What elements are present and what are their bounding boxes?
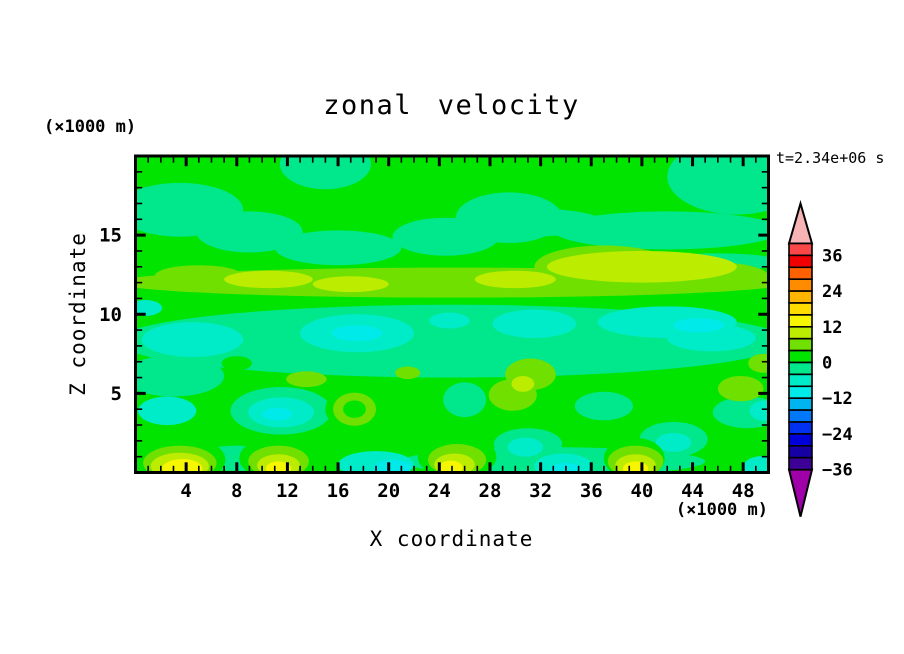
svg-text:12: 12 xyxy=(276,480,299,502)
y-axis-unit-label: (×1000 m) xyxy=(44,117,137,137)
svg-text:0: 0 xyxy=(822,354,832,374)
svg-text:10: 10 xyxy=(99,304,122,326)
svg-text:5: 5 xyxy=(111,383,122,405)
svg-text:15: 15 xyxy=(99,225,122,247)
svg-text:−12: −12 xyxy=(822,389,853,409)
svg-text:48: 48 xyxy=(732,480,755,502)
colorbar-labels: 36 24 12 0 −12 −24 −36 xyxy=(822,246,853,480)
axis-ticks xyxy=(136,157,768,472)
svg-text:32: 32 xyxy=(529,480,552,502)
time-annotation: t=2.34e+06 s xyxy=(776,149,885,167)
svg-text:40: 40 xyxy=(630,480,653,502)
colorbar xyxy=(787,199,814,517)
contour-field xyxy=(135,156,769,473)
svg-text:24: 24 xyxy=(428,480,451,502)
svg-text:36: 36 xyxy=(822,246,842,266)
colorbar-under-arrow xyxy=(787,468,814,517)
x-axis-title: X coordinate xyxy=(369,527,534,551)
plot-frame xyxy=(134,154,770,474)
x-tick-labels: 4 8 12 16 20 24 28 32 36 40 44 48 xyxy=(180,480,754,502)
svg-text:4: 4 xyxy=(180,480,191,502)
svg-text:36: 36 xyxy=(580,480,603,502)
colorbar-over-arrow xyxy=(787,199,814,245)
svg-text:24: 24 xyxy=(822,282,842,302)
svg-text:28: 28 xyxy=(479,480,502,502)
y-tick-labels: 5 10 15 xyxy=(99,225,122,405)
chart-title: zonal velocity xyxy=(323,90,580,121)
svg-text:−24: −24 xyxy=(822,425,853,445)
svg-text:8: 8 xyxy=(231,480,242,502)
svg-text:−36: −36 xyxy=(822,461,853,481)
svg-text:44: 44 xyxy=(681,480,704,502)
svg-text:20: 20 xyxy=(377,480,400,502)
x-axis-unit-label: (×1000 m) xyxy=(675,500,768,520)
svg-text:16: 16 xyxy=(327,480,350,502)
svg-text:12: 12 xyxy=(822,318,842,338)
